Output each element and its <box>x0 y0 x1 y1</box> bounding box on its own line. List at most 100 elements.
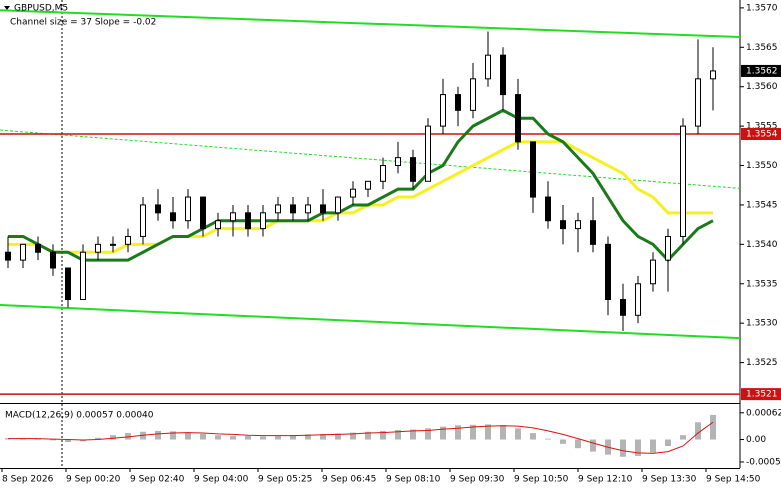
macd-bar <box>350 432 356 440</box>
moving-average <box>8 108 714 263</box>
candle-body <box>605 243 611 301</box>
candle-body <box>170 212 176 222</box>
macd-bar <box>455 425 461 440</box>
macd-bar <box>440 426 446 440</box>
macd-bar <box>530 433 536 440</box>
candle-body <box>140 204 146 237</box>
x-tick-label: 9 Sep 13:30 <box>642 475 697 485</box>
candle-body <box>695 78 701 127</box>
candle-body <box>350 188 356 198</box>
macd-bar <box>215 435 221 440</box>
y-tick-label: 1.3570 <box>746 3 778 13</box>
macd-bar <box>260 436 266 440</box>
candle-body <box>215 220 221 230</box>
y-tick-label: 1.3540 <box>746 240 778 250</box>
candle-body <box>155 204 161 214</box>
x-tick-label: 9 Sep 10:50 <box>514 475 569 485</box>
x-tick-label: 9 Sep 08:10 <box>386 475 441 485</box>
candle-body <box>530 141 536 198</box>
x-tick-label: 9 Sep 00:20 <box>66 475 121 485</box>
macd-bar <box>230 436 236 440</box>
macd-bar <box>380 430 386 440</box>
macd-bar <box>320 433 326 440</box>
macd-bar <box>110 435 116 440</box>
x-tick-label: 8 Sep 2026 <box>2 475 54 485</box>
candle-body <box>545 196 551 222</box>
macd-bar <box>470 424 476 440</box>
level-label-bg <box>741 128 781 140</box>
x-tick-label: 9 Sep 05:25 <box>258 475 312 485</box>
candle-body <box>515 94 521 143</box>
candle-body <box>335 196 341 214</box>
moving-average <box>8 140 713 254</box>
candle-body <box>245 212 251 230</box>
macd-bar <box>245 436 251 440</box>
macd-bar <box>665 439 671 446</box>
candle-body <box>50 251 56 269</box>
macd-bar <box>515 428 521 440</box>
candle-body <box>365 180 371 190</box>
macd-bar <box>425 428 431 440</box>
y-tick-label: 1.3550 <box>746 161 778 171</box>
candle-body <box>125 235 131 245</box>
macd-y-tick-label: 0.00 <box>746 435 766 445</box>
candle-body <box>440 94 446 127</box>
candle-body <box>485 54 491 80</box>
candle-body <box>110 243 116 246</box>
macd-bar <box>500 425 506 440</box>
macd-bar <box>620 439 626 457</box>
candle-body <box>185 196 191 222</box>
candle-body <box>410 157 416 182</box>
macd-bar <box>365 431 371 440</box>
y-tick-label: 1.3545 <box>746 200 778 210</box>
macd-bar <box>200 433 206 440</box>
macd-bar <box>590 439 596 452</box>
y-tick-label: 1.3535 <box>746 279 778 289</box>
x-tick-label: 9 Sep 04:00 <box>194 475 249 485</box>
candle-body <box>680 125 686 237</box>
candle-body <box>620 299 626 316</box>
candle-body <box>500 54 506 96</box>
macd-signal <box>8 421 714 454</box>
candle-body <box>260 212 266 230</box>
macd-bar <box>155 430 161 440</box>
level-label-bg <box>741 388 781 401</box>
candle-body <box>470 78 476 111</box>
channel-line <box>0 304 741 340</box>
macd-bar <box>410 429 416 440</box>
macd-bar <box>50 439 56 441</box>
candle-body <box>290 204 296 214</box>
macd-bar <box>335 433 341 440</box>
macd-bar <box>305 434 311 440</box>
plot: 1.3570 1.3565 1.3560 1.3555 1.3550 1.3545 1.35… <box>0 3 781 485</box>
macd-bar <box>695 422 701 440</box>
x-tick-label: 9 Sep 12:10 <box>578 475 633 485</box>
subtitle: Channel size = 37 Slope = -0.02 <box>10 18 156 28</box>
x-tick-label: 9 Sep 02:40 <box>130 475 185 485</box>
macd-bar <box>95 437 101 440</box>
x-tick-label: 9 Sep 14:50 <box>706 475 761 485</box>
candle-body <box>425 125 431 182</box>
symbol-icon <box>4 6 10 10</box>
candle-body <box>35 243 41 253</box>
macd-title: MACD(12,26,9) 0.00057 0.00040 <box>5 411 154 421</box>
macd-bar <box>545 438 551 440</box>
macd-y-tick-label: -0.00052 <box>746 457 781 467</box>
macd-bar <box>395 430 401 440</box>
level-label: 1.3554 <box>746 130 778 140</box>
candle-body <box>65 267 71 301</box>
candle-body <box>710 70 716 80</box>
y-tick-label: 1.3560 <box>746 82 778 92</box>
last-price-label: 1.3562 <box>746 66 778 76</box>
candle-body <box>5 251 11 261</box>
x-tick-label: 9 Sep 06:45 <box>322 475 376 485</box>
candle-body <box>665 235 671 261</box>
symbol: GBPUSD,M5 <box>14 4 68 14</box>
macd-bar <box>125 433 131 440</box>
candle-body <box>20 243 26 261</box>
macd-bar <box>560 439 566 444</box>
y-tick-label: 1.3525 <box>746 358 778 368</box>
candle-body <box>455 94 461 111</box>
macd-y-tick-label: 0.00062 <box>746 408 781 418</box>
